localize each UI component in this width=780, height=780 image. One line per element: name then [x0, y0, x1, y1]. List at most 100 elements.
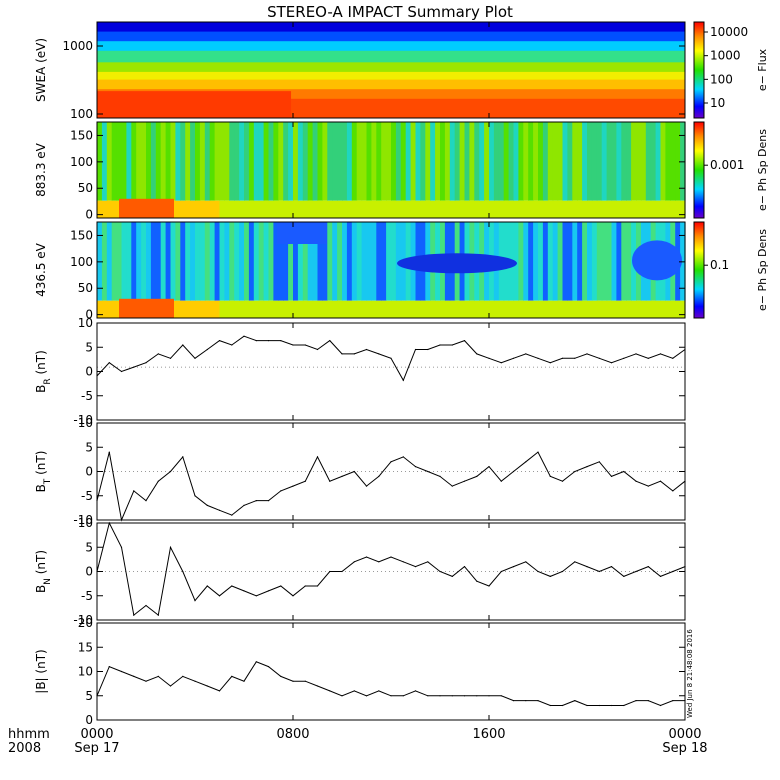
data-point	[231, 344, 233, 346]
x-tick-label: 0000	[668, 727, 701, 742]
data-point	[427, 470, 429, 473]
data-point	[598, 570, 600, 573]
data-point	[255, 340, 257, 342]
data-point	[243, 335, 245, 337]
data-point	[598, 704, 600, 707]
data-point	[390, 357, 392, 359]
y-axis-label: 883.3 eV	[34, 142, 48, 197]
series-line	[96, 661, 685, 707]
data-point	[157, 480, 159, 482]
panel-frame	[96, 121, 686, 219]
data-point	[280, 490, 282, 492]
data-point	[157, 614, 159, 616]
data-point	[341, 695, 343, 697]
data-point	[353, 470, 355, 473]
data-point	[255, 595, 257, 597]
colorbar-label: e− Ph Sp Dens	[756, 229, 769, 311]
y-tick-label: 0	[85, 365, 93, 379]
spectrogram-image	[97, 22, 685, 119]
data-point	[647, 566, 649, 568]
data-point	[206, 685, 208, 687]
data-point	[169, 546, 172, 548]
x-date-label: Sep 18	[662, 741, 707, 756]
data-point	[108, 451, 110, 453]
data-point	[365, 695, 368, 697]
y-tick-label: 10	[78, 416, 93, 430]
colorbar-tick-label: 0.1	[710, 258, 729, 272]
colorbar-tick-label: 1000	[710, 49, 741, 63]
data-point	[169, 357, 172, 359]
panel-frame	[96, 221, 686, 319]
data-point	[292, 344, 294, 346]
data-point	[341, 353, 343, 355]
data-point	[304, 344, 306, 346]
y-tick-label: 0	[85, 465, 93, 479]
data-point	[476, 695, 478, 697]
data-point	[292, 595, 294, 597]
data-point	[647, 485, 649, 487]
data-point	[586, 704, 588, 707]
data-point	[280, 340, 282, 342]
panel-7: 20 15 10 5 0 |B| (nT)	[34, 616, 686, 727]
y-tick-label: 0	[85, 713, 93, 727]
y-axis-label: 436.5 eV	[34, 242, 48, 297]
data-point	[182, 456, 184, 458]
y-tick-label: 5	[85, 440, 93, 454]
data-point	[329, 570, 331, 573]
series-line	[96, 521, 686, 617]
data-point	[451, 695, 453, 697]
spectrogram-image	[97, 122, 686, 218]
data-point	[672, 357, 674, 359]
data-point	[488, 695, 490, 697]
data-point	[512, 470, 515, 473]
data-point	[304, 585, 306, 587]
data-point	[635, 480, 637, 482]
data-point	[316, 348, 319, 351]
data-point	[390, 695, 392, 697]
y-tick-label: 100	[70, 255, 93, 269]
data-point	[610, 566, 613, 568]
y-tick-label: 0	[85, 308, 93, 322]
data-point	[561, 480, 564, 482]
data-point	[525, 461, 527, 463]
y-axis-label: |B| (nT)	[34, 649, 48, 693]
colorbar-scale	[693, 121, 705, 219]
data-point	[267, 666, 270, 668]
data-point	[525, 561, 527, 563]
data-point	[549, 704, 551, 707]
year-label: 2008	[8, 741, 41, 756]
y-axis-label: BN (nT)	[34, 550, 53, 593]
data-point	[378, 353, 380, 355]
colorbar-label: e− Ph Sp Dens	[756, 129, 769, 211]
y-tick-label: 5	[85, 540, 93, 554]
data-point	[598, 357, 600, 359]
data-point	[353, 353, 355, 355]
data-point	[365, 485, 368, 487]
data-point	[329, 690, 331, 692]
panel-6: 10 5 0 -5 -10 BN (nT)	[34, 516, 686, 627]
y-tick-label: -5	[81, 489, 93, 503]
data-point	[463, 566, 466, 568]
data-point	[108, 666, 110, 668]
x-tick-label: 0800	[276, 727, 309, 742]
data-point	[439, 695, 441, 697]
data-point	[427, 695, 429, 697]
data-point	[145, 604, 147, 607]
data-point	[549, 362, 551, 364]
data-point	[292, 680, 294, 682]
data-point	[169, 685, 172, 687]
data-point	[586, 353, 588, 355]
data-point	[390, 556, 392, 558]
y-axis-label: BT (nT)	[34, 451, 53, 493]
data-point	[610, 475, 613, 477]
data-point	[500, 480, 502, 482]
data-point	[194, 680, 196, 682]
data-point	[549, 575, 551, 578]
data-point	[672, 700, 674, 702]
y-tick-label: 150	[70, 128, 93, 142]
data-point	[206, 348, 208, 351]
data-point	[194, 357, 196, 359]
x-date-label: Sep 17	[74, 741, 119, 756]
